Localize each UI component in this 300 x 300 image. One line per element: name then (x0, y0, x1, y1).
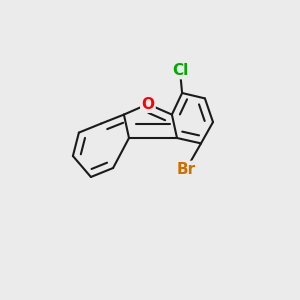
Text: Cl: Cl (172, 63, 188, 78)
Text: Br: Br (176, 162, 196, 177)
Text: O: O (141, 97, 154, 112)
